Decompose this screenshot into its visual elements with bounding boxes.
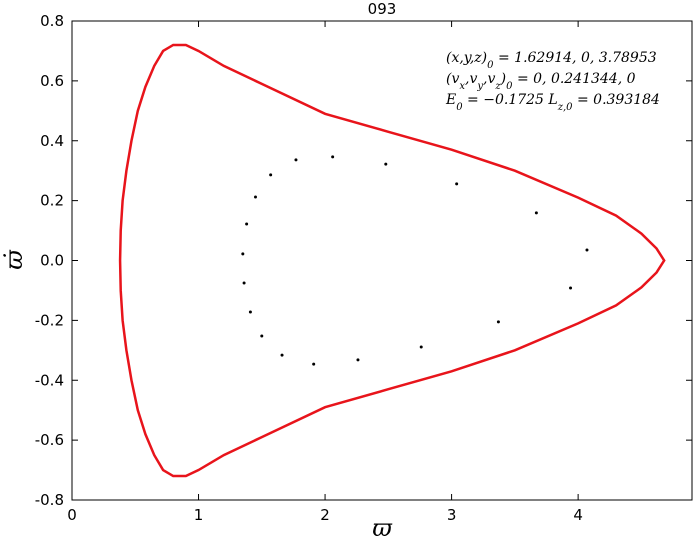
point <box>356 358 360 362</box>
point <box>242 281 246 285</box>
annotation: (x,y,z)0 = 1.62914, 0, 3.78953 <box>446 50 657 71</box>
point <box>245 222 249 226</box>
y-tick-label: -0.4 <box>35 371 64 389</box>
y-tick-label: 0.2 <box>40 192 64 210</box>
x-tick-label: 4 <box>573 506 583 524</box>
y-tick-label: 0.0 <box>40 252 64 270</box>
y-tick-label: 0.8 <box>40 12 64 30</box>
point <box>384 162 388 166</box>
annotation-part: 0 <box>487 60 494 71</box>
annotation-part: = −0.1725 L <box>463 92 558 108</box>
x-axis-label: ϖ <box>372 514 393 539</box>
x-tick-label: 1 <box>194 506 204 524</box>
annotation-part: 0 <box>506 81 513 92</box>
point <box>294 158 298 162</box>
y-tick-label: -0.6 <box>35 431 64 449</box>
point <box>496 320 500 324</box>
annotation-part: = 0, 0.241344, 0 <box>513 71 636 87</box>
y-tick-label: -0.2 <box>35 311 64 329</box>
annotation-part: (v <box>446 71 459 87</box>
point <box>419 345 423 349</box>
chart-title: 093 <box>368 0 397 18</box>
annotation-part: = 1.62914, 0, 3.78953 <box>494 50 657 66</box>
annotation-part: y <box>476 81 483 92</box>
point <box>248 310 252 314</box>
point <box>241 252 245 256</box>
point <box>312 362 316 366</box>
x-tick-label: 3 <box>447 506 457 524</box>
point <box>280 353 284 357</box>
annotation: E0 = −0.1725 Lz,0 = 0.393184 <box>445 92 660 113</box>
annotation-part: ,v <box>465 71 477 87</box>
annotation-part: 0 <box>456 102 463 113</box>
annotation-part: = 0.393184 <box>573 92 660 108</box>
annotation-part: E <box>445 92 456 108</box>
annotation-part: x <box>459 81 465 92</box>
annotation-part: ,v <box>483 71 495 87</box>
x-tick-label: 0 <box>67 506 77 524</box>
y-tick-label: -0.8 <box>35 491 64 509</box>
annotation-part: z,0 <box>557 102 573 113</box>
point <box>331 155 335 159</box>
annotation-part: (x,y,z) <box>446 50 487 66</box>
x-tick-label: 2 <box>320 506 330 524</box>
annotation: (vx,vy,vz)0 = 0, 0.241344, 0 <box>446 71 636 92</box>
plot-frame <box>71 20 693 501</box>
point <box>269 173 273 177</box>
annotation-part: z <box>494 81 501 92</box>
y-tick-label: 0.6 <box>40 72 64 90</box>
point <box>534 211 538 215</box>
point <box>585 248 589 252</box>
point <box>569 286 573 290</box>
point <box>260 334 264 338</box>
annotation-part: ) <box>500 71 506 87</box>
y-axis-label: ϖ̇ <box>0 249 28 270</box>
y-tick-label: 0.4 <box>40 132 64 150</box>
point <box>253 195 257 199</box>
curve <box>118 43 666 478</box>
point <box>455 182 459 186</box>
